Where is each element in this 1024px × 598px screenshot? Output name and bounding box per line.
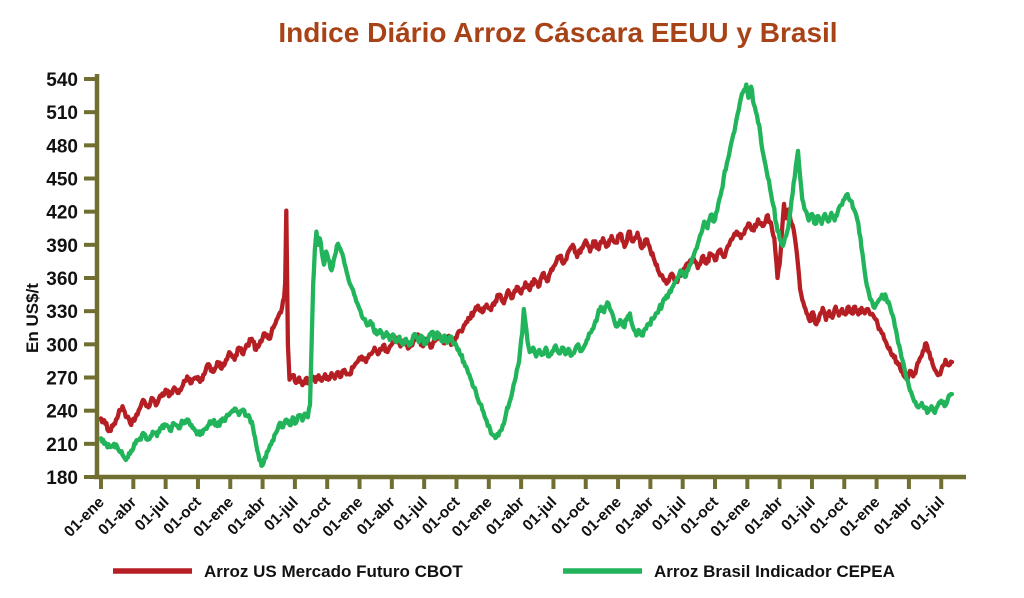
y-tick-label: 330 xyxy=(46,302,78,323)
legend: Arroz US Mercado Futuro CBOT Arroz Brasi… xyxy=(113,562,895,581)
y-tick-label: 420 xyxy=(46,203,78,224)
legend-cepea-label: Arroz Brasil Indicador CEPEA xyxy=(654,562,895,581)
series-cepea-line xyxy=(98,82,955,469)
y-tick-label: 240 xyxy=(46,402,78,423)
y-tick-label: 510 xyxy=(46,103,78,124)
x-tick-label: 01-jul xyxy=(907,494,948,535)
x-axis: 01-ene01-abr01-jul01-oct01-ene01-abr01-j… xyxy=(61,474,966,541)
plot-series xyxy=(98,82,955,469)
y-axis: 180 210 240 270 300 330 360 390 420 450 480 510 540 xyxy=(46,70,100,489)
y-tick-label: 450 xyxy=(46,170,78,191)
y-tick-label: 390 xyxy=(46,236,78,257)
y-tick-label: 180 xyxy=(46,468,78,489)
chart-title: Indice Diário Arroz Cáscara EEUU y Brasi… xyxy=(278,17,837,48)
y-axis-title: En US$/t xyxy=(23,283,42,353)
y-tick-label: 480 xyxy=(46,136,78,157)
y-tick-label: 270 xyxy=(46,369,78,390)
y-tick-label: 300 xyxy=(46,335,78,356)
legend-cbot-label: Arroz US Mercado Futuro CBOT xyxy=(204,562,463,581)
y-tick-label: 360 xyxy=(46,269,78,290)
y-tick-label: 210 xyxy=(46,435,78,456)
series-cbot-line xyxy=(98,201,955,434)
y-tick-label: 540 xyxy=(46,70,78,91)
